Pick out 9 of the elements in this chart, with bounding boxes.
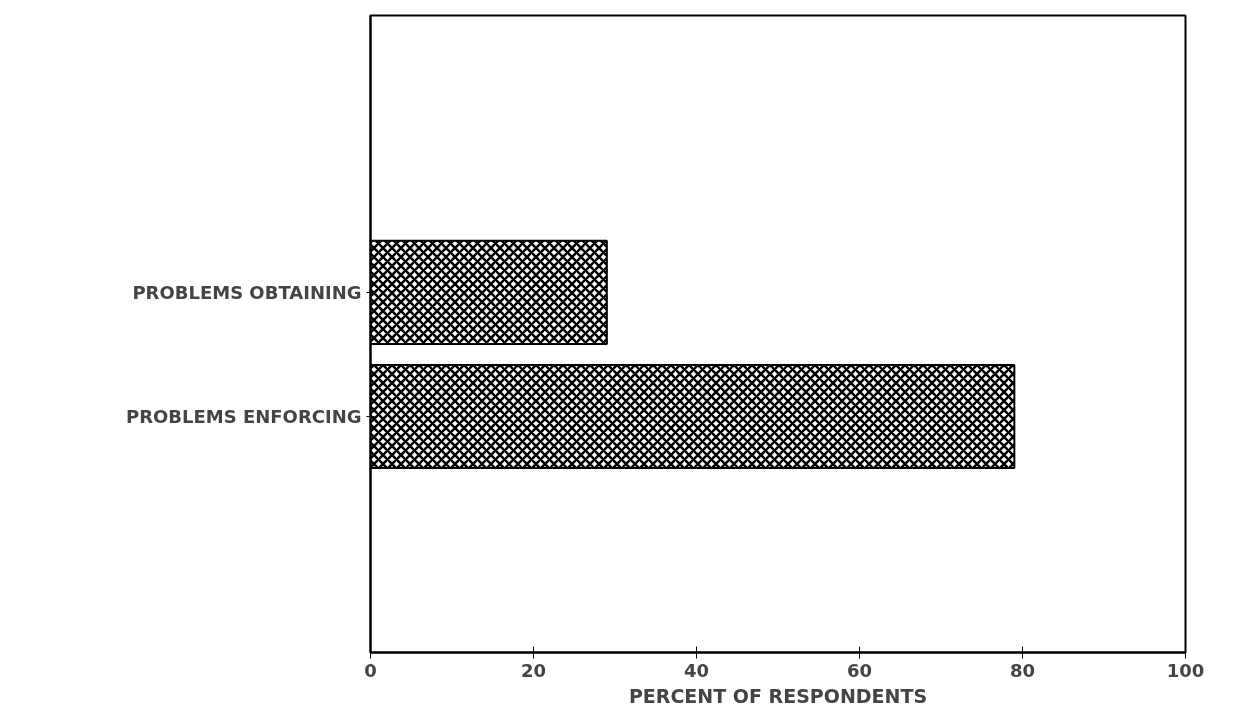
x-tick-label: 80: [1009, 659, 1036, 681]
y-tick-label: PROBLEMS OBTAINING: [132, 281, 362, 303]
x-tick-label: 20: [520, 659, 547, 681]
x-axis-title: PERCENT OF RESPONDENTS: [628, 684, 928, 707]
x-tick-label: 100: [1166, 659, 1205, 681]
y-tick-label: PROBLEMS ENFORCING: [125, 406, 362, 428]
x-tick-label: 40: [683, 659, 710, 681]
x-tick-label: 60: [846, 659, 873, 681]
x-tick-label: 0: [364, 659, 377, 681]
